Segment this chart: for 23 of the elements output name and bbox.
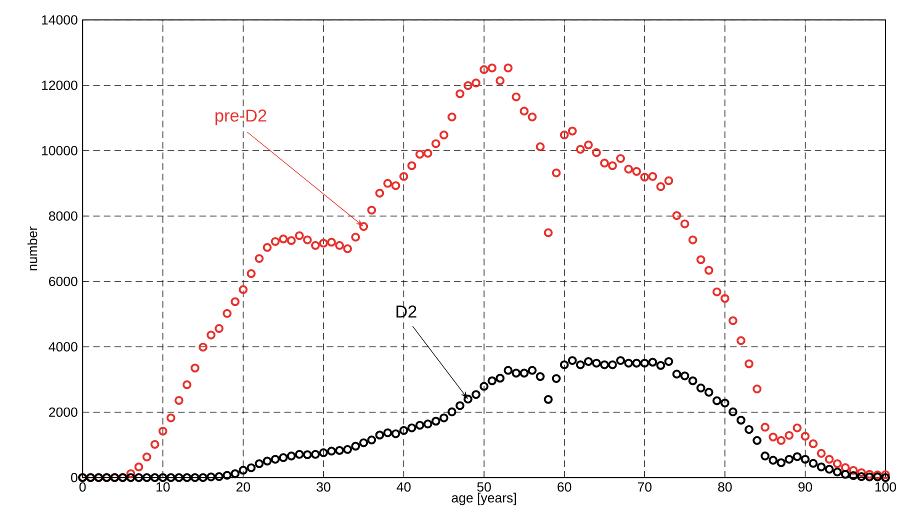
x-tick-label: 10 <box>156 482 170 492</box>
x-tick-label: 50 <box>477 482 491 492</box>
y-tick-label: 2000 <box>49 407 78 417</box>
x-tick-label: 60 <box>558 482 572 492</box>
x-tick-label: 100 <box>875 482 896 492</box>
x-tick-label: 30 <box>316 482 330 492</box>
y-tick-label: 8000 <box>48 211 78 221</box>
x-tick-label: 70 <box>638 482 652 492</box>
annotation: pre-D2 <box>216 109 266 125</box>
x-tick-label: 90 <box>798 482 812 492</box>
annotation: D2 <box>396 305 416 318</box>
x-tick-label: 0 <box>79 482 86 492</box>
y-tick-label: 0 <box>71 472 78 482</box>
x-tick-label: 40 <box>396 482 411 492</box>
x-tick-label: 80 <box>718 482 732 492</box>
y-tick-label: 12000 <box>42 80 78 90</box>
y-tick-label: 4000 <box>48 342 78 352</box>
y-tick-label: 6000 <box>49 276 78 286</box>
x-tick-label: 20 <box>236 482 250 492</box>
y-tick-label: 14000 <box>42 15 78 24</box>
y-axis-title: number <box>27 226 38 270</box>
y-tick-label: 10000 <box>42 146 78 156</box>
x-axis-title: age [years] <box>452 492 516 505</box>
